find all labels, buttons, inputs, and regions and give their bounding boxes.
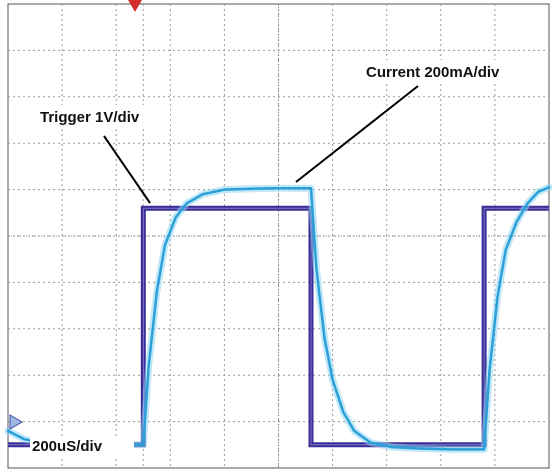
current-data-point: [7, 430, 9, 432]
current-data-point: [156, 291, 158, 293]
current-data-point: [332, 379, 334, 381]
current-data-point: [489, 370, 491, 372]
current-scale-label: Current 200mA/div: [366, 64, 500, 81]
current-label-bg: [365, 60, 533, 82]
current-data-point: [23, 438, 25, 440]
ground-reference-marker: [9, 414, 23, 430]
current-data-point: [148, 365, 150, 367]
timebase-label-bg: [30, 436, 134, 456]
current-data-point: [370, 442, 372, 444]
current-data-point: [418, 448, 420, 450]
trigger-data-point: [483, 207, 485, 209]
current-data-point: [324, 337, 326, 339]
current-data-point: [310, 187, 312, 189]
trigger-data-point: [310, 444, 312, 446]
current-data-point: [186, 203, 188, 205]
current-data-point: [483, 449, 485, 451]
current-data-point: [548, 187, 550, 189]
trigger-data-point: [7, 444, 9, 446]
current-data-point: [224, 189, 226, 191]
current-data-point: [353, 430, 355, 432]
plot-traces: [4, 183, 553, 453]
current-data-point: [143, 444, 145, 446]
trigger-callout-line: [103, 135, 151, 204]
trigger-position-marker: [128, 0, 142, 12]
current-data-point: [537, 191, 539, 193]
trigger-data-point: [143, 207, 145, 209]
current-data-point: [202, 193, 204, 195]
trigger-scale-label: Trigger 1V/div: [40, 109, 140, 126]
current-data-point: [391, 446, 393, 448]
callout-lines: [103, 85, 419, 204]
current-data-point: [316, 268, 318, 270]
trigger-label-bg: [38, 105, 170, 127]
current-trace: [6, 186, 551, 451]
current-data-point: [527, 203, 529, 205]
current-data-point: [497, 296, 499, 298]
current-data-point: [505, 249, 507, 251]
timebase-label: 200uS/div: [32, 438, 103, 455]
current-data-point: [164, 245, 166, 247]
trigger-data-point: [548, 207, 550, 209]
current-data-point: [451, 449, 453, 451]
current-data-point: [251, 188, 253, 190]
current-data-point: [516, 221, 518, 223]
current-data-point: [175, 217, 177, 219]
current-data-point: [278, 187, 280, 189]
current-callout-line: [295, 85, 419, 183]
current-data-point: [343, 412, 345, 414]
